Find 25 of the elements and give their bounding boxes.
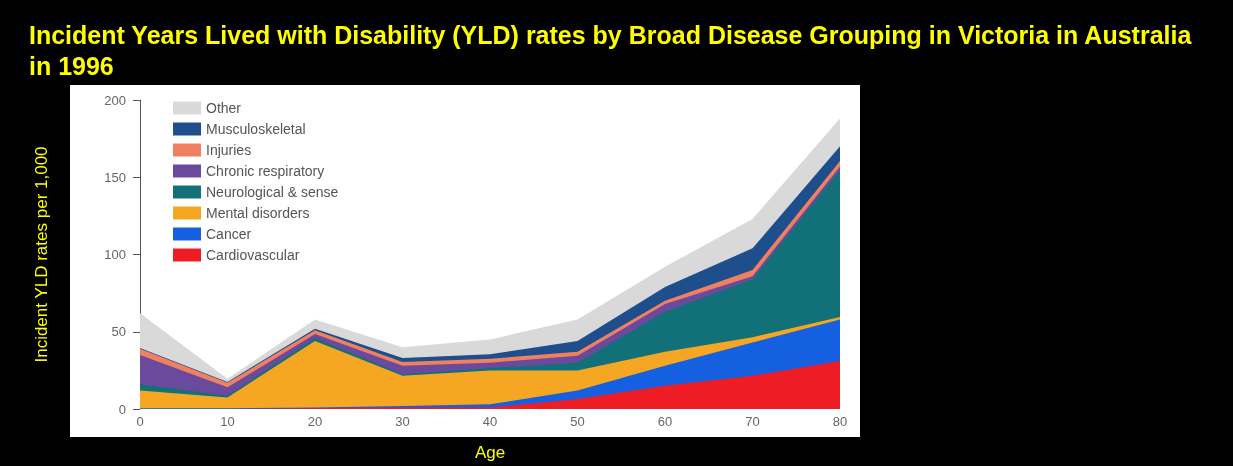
x-tick-label: 80 xyxy=(832,414,848,429)
x-tick-label: 50 xyxy=(570,414,585,429)
y-tick-label: 200 xyxy=(104,92,126,108)
x-tick-label: 70 xyxy=(745,414,760,429)
legend-label: Other xyxy=(206,100,242,116)
legend-label: Musculoskeletal xyxy=(206,121,306,137)
y-axis-title: Incident YLD rates per 1,000 xyxy=(32,146,51,363)
y-tick-label: 100 xyxy=(104,247,126,262)
x-tick-label: 20 xyxy=(307,414,323,429)
x-tick-label: 40 xyxy=(482,414,498,429)
y-tick-label: 150 xyxy=(104,169,126,185)
x-tick-label: 30 xyxy=(395,414,410,429)
chart-title: Incident Years Lived with Disability (YLD) rates by Broad Disease Grouping in Victoria in Australia in 1996 xyxy=(29,20,1199,80)
legend-label: Cardiovascular xyxy=(206,247,300,263)
x-tick-label: 0 xyxy=(136,414,144,429)
y-tick-label: 50 xyxy=(111,324,126,340)
legend-label: Mental disorders xyxy=(206,205,310,221)
legend-label: Cancer xyxy=(206,226,252,242)
x-axis-title: Age xyxy=(474,443,506,462)
legend-label: Neurological & sense xyxy=(206,184,339,200)
legend-label: Chronic respiratory xyxy=(206,163,325,179)
x-tick-label: 10 xyxy=(220,414,235,429)
y-tick-label: 0 xyxy=(118,401,126,417)
legend-label: Injuries xyxy=(206,142,252,158)
x-tick-label: 60 xyxy=(657,414,673,429)
